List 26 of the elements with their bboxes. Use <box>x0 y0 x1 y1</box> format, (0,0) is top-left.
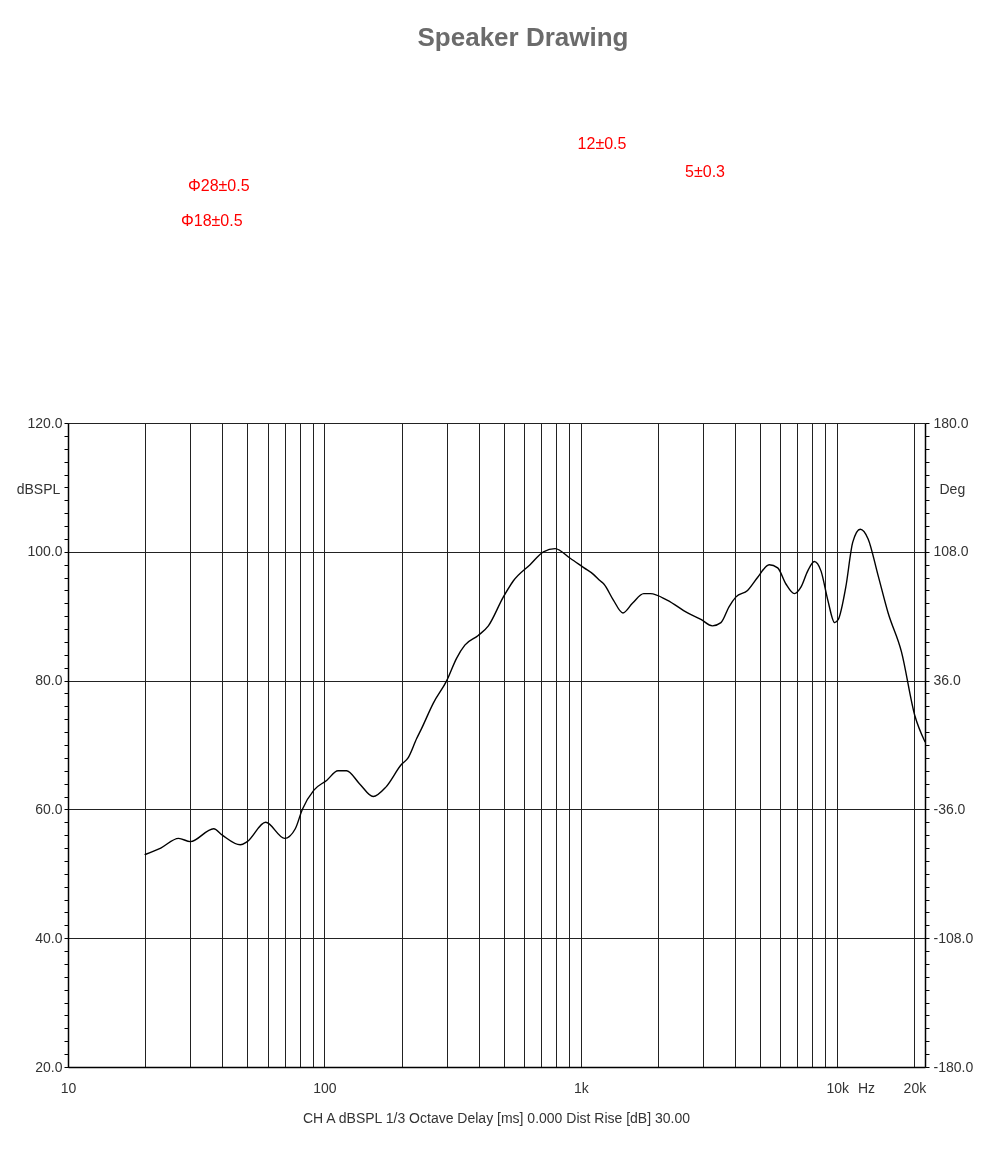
x-tick-label: 10 <box>60 1079 77 1096</box>
x-tick-label: 100 <box>313 1079 337 1096</box>
text: Φ18±0.5 <box>181 212 243 229</box>
text: 12±0.5 <box>577 135 627 152</box>
y-tick-label: 120.0 <box>27 414 63 431</box>
y-axis-title: dBSPL <box>16 480 61 497</box>
y2-axis-title: Deg <box>939 480 966 497</box>
x-axis-title: Hz <box>857 1079 876 1096</box>
y2-tick-label: 108.0 <box>933 543 969 560</box>
text: Speaker Drawing <box>417 22 629 52</box>
x-tick-label: 20k <box>903 1079 928 1096</box>
y2-tick-label: -180.0 <box>933 1058 974 1075</box>
y-tick-label: 20.0 <box>35 1058 63 1075</box>
y-tick-label: 60.0 <box>35 800 63 817</box>
text: 5±0.3 <box>685 163 726 180</box>
text: Φ28±0.5 <box>188 177 250 194</box>
y-tick-label: 80.0 <box>35 672 63 689</box>
text: CH A dBSPL 1/3 Octave Delay [ms] 0.000 Dist Rise [dB] 30.00 <box>302 1110 691 1126</box>
y2-tick-label: -108.0 <box>933 929 974 946</box>
y2-tick-label: 180.0 <box>933 414 969 431</box>
y2-tick-label: -36.0 <box>933 800 966 817</box>
y2-tick-label: 36.0 <box>933 672 961 689</box>
x-tick-label: 10k <box>826 1079 850 1096</box>
y-tick-label: 40.0 <box>35 929 63 946</box>
x-tick-label: 1k <box>573 1079 590 1096</box>
y-tick-label: 100.0 <box>27 543 63 560</box>
